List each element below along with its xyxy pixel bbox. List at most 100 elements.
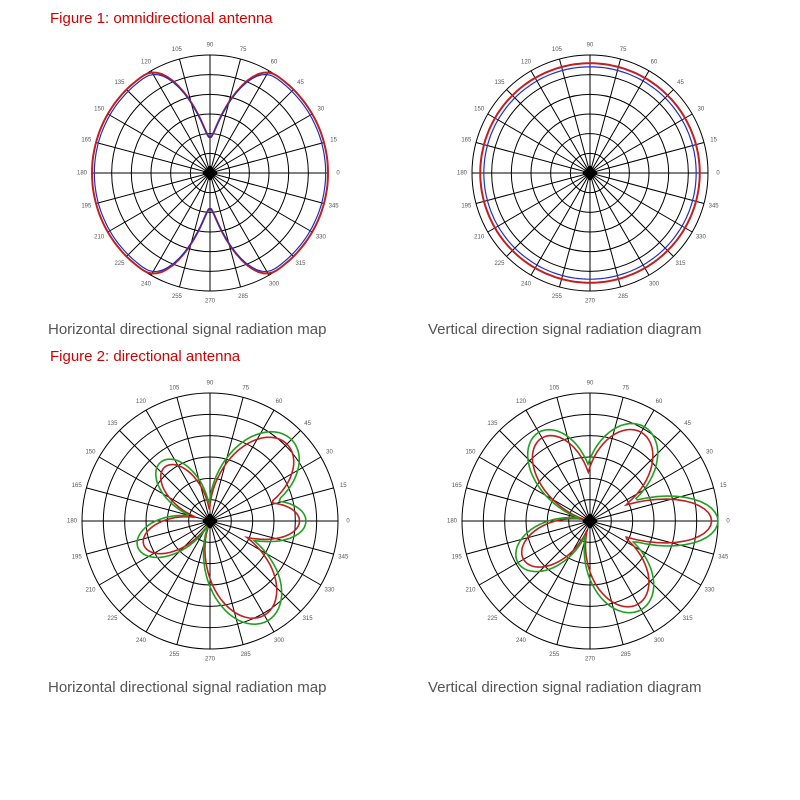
- svg-text:135: 135: [494, 80, 505, 86]
- svg-text:300: 300: [654, 638, 665, 644]
- svg-text:285: 285: [618, 294, 629, 300]
- svg-text:315: 315: [296, 261, 307, 267]
- svg-text:165: 165: [452, 483, 463, 489]
- svg-text:30: 30: [318, 107, 325, 113]
- svg-text:45: 45: [297, 80, 304, 86]
- svg-text:210: 210: [85, 588, 96, 594]
- svg-text:315: 315: [303, 616, 314, 622]
- svg-text:120: 120: [141, 60, 152, 66]
- svg-text:315: 315: [676, 261, 687, 267]
- polar-chart-fig2-right: 0153045607590105120135150165180195210225…: [440, 371, 740, 671]
- svg-text:285: 285: [621, 652, 632, 658]
- svg-text:90: 90: [207, 381, 214, 387]
- polar-chart-fig1-left: 0153045607590105120135150165180195210225…: [70, 33, 350, 313]
- svg-text:45: 45: [677, 80, 684, 86]
- figure1-right-cell: 0153045607590105120135150165180195210225…: [410, 33, 770, 338]
- svg-text:195: 195: [461, 204, 472, 210]
- svg-text:195: 195: [72, 554, 83, 560]
- svg-text:15: 15: [720, 483, 727, 489]
- svg-text:105: 105: [169, 385, 180, 391]
- polar-chart-fig2-left: 0153045607590105120135150165180195210225…: [60, 371, 360, 671]
- svg-text:60: 60: [276, 399, 283, 405]
- svg-text:15: 15: [330, 137, 337, 143]
- svg-text:180: 180: [447, 519, 458, 525]
- svg-text:150: 150: [85, 450, 96, 456]
- svg-text:150: 150: [474, 107, 485, 113]
- svg-text:60: 60: [656, 399, 663, 405]
- figure2-title: Figure 2: directional antenna: [0, 338, 800, 371]
- figure1-row: 0153045607590105120135150165180195210225…: [0, 33, 800, 338]
- svg-text:165: 165: [72, 483, 83, 489]
- svg-text:300: 300: [649, 281, 660, 287]
- figure1-right-caption: Vertical direction signal radiation diag…: [410, 321, 701, 338]
- svg-text:150: 150: [465, 450, 476, 456]
- svg-text:225: 225: [494, 261, 505, 267]
- figure1-left-caption: Horizontal directional signal radiation …: [30, 321, 326, 338]
- svg-text:15: 15: [340, 483, 347, 489]
- svg-text:135: 135: [487, 421, 498, 427]
- svg-text:75: 75: [620, 47, 627, 53]
- figure2-right-caption: Vertical direction signal radiation diag…: [410, 679, 701, 696]
- figure2-row: 0153045607590105120135150165180195210225…: [0, 371, 800, 696]
- svg-text:300: 300: [274, 638, 285, 644]
- svg-text:75: 75: [622, 385, 629, 391]
- svg-text:105: 105: [549, 385, 560, 391]
- svg-text:135: 135: [114, 80, 125, 86]
- svg-text:180: 180: [67, 519, 78, 525]
- svg-text:255: 255: [169, 652, 180, 658]
- svg-text:150: 150: [94, 107, 105, 113]
- svg-text:30: 30: [698, 107, 705, 113]
- svg-text:195: 195: [81, 204, 92, 210]
- svg-text:270: 270: [585, 657, 596, 663]
- svg-text:30: 30: [706, 450, 713, 456]
- svg-text:270: 270: [205, 657, 216, 663]
- svg-text:345: 345: [338, 554, 349, 560]
- polar-chart-fig1-right: 0153045607590105120135150165180195210225…: [450, 33, 730, 313]
- svg-text:45: 45: [304, 421, 311, 427]
- svg-text:165: 165: [81, 137, 92, 143]
- figure2-left-cell: 0153045607590105120135150165180195210225…: [30, 371, 390, 696]
- svg-text:255: 255: [549, 652, 560, 658]
- svg-text:225: 225: [487, 616, 498, 622]
- svg-text:15: 15: [710, 137, 717, 143]
- svg-text:75: 75: [242, 385, 249, 391]
- svg-text:330: 330: [325, 588, 336, 594]
- svg-text:315: 315: [683, 616, 694, 622]
- svg-text:330: 330: [316, 235, 327, 241]
- svg-text:120: 120: [521, 60, 532, 66]
- svg-text:300: 300: [269, 281, 280, 287]
- svg-text:210: 210: [474, 235, 485, 241]
- svg-text:120: 120: [136, 399, 147, 405]
- svg-text:165: 165: [461, 137, 472, 143]
- svg-text:285: 285: [241, 652, 252, 658]
- svg-text:240: 240: [521, 281, 532, 287]
- svg-text:60: 60: [271, 60, 278, 66]
- svg-text:330: 330: [696, 235, 707, 241]
- svg-text:345: 345: [718, 554, 729, 560]
- svg-text:330: 330: [705, 588, 716, 594]
- svg-text:210: 210: [94, 235, 105, 241]
- svg-text:240: 240: [516, 638, 527, 644]
- svg-text:90: 90: [207, 43, 214, 49]
- svg-text:75: 75: [240, 47, 247, 53]
- svg-text:180: 180: [457, 171, 468, 177]
- svg-text:195: 195: [452, 554, 463, 560]
- figure1-left-cell: 0153045607590105120135150165180195210225…: [30, 33, 390, 338]
- figure2-right-cell: 0153045607590105120135150165180195210225…: [410, 371, 770, 696]
- svg-text:210: 210: [465, 588, 476, 594]
- svg-text:225: 225: [114, 261, 125, 267]
- svg-text:240: 240: [141, 281, 152, 287]
- svg-text:90: 90: [587, 43, 594, 49]
- svg-text:225: 225: [107, 616, 118, 622]
- svg-text:180: 180: [77, 171, 88, 177]
- svg-text:90: 90: [587, 381, 594, 387]
- svg-text:270: 270: [585, 299, 596, 305]
- svg-text:135: 135: [107, 421, 118, 427]
- figure2-left-caption: Horizontal directional signal radiation …: [30, 679, 326, 696]
- svg-text:255: 255: [172, 294, 183, 300]
- svg-text:255: 255: [552, 294, 563, 300]
- svg-text:345: 345: [329, 204, 340, 210]
- svg-text:345: 345: [709, 204, 720, 210]
- svg-text:285: 285: [238, 294, 249, 300]
- svg-text:45: 45: [684, 421, 691, 427]
